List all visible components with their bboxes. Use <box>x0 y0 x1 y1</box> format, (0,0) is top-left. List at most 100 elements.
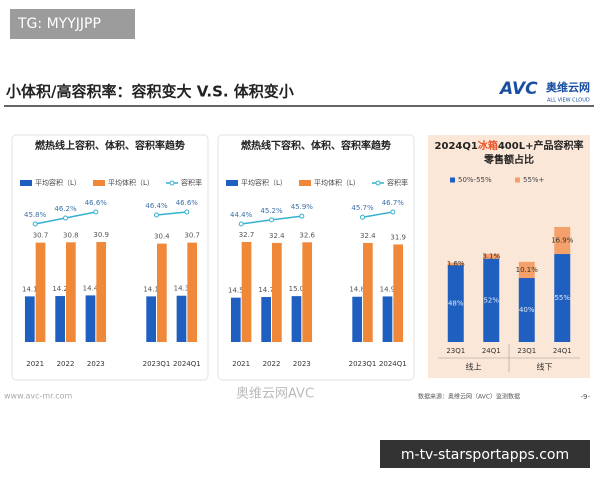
chart-title: 燃热线上容积、体积、容积率趋势 <box>35 139 185 152</box>
bar-segment <box>447 262 464 266</box>
x-tick-label: 2021 <box>232 360 250 368</box>
chart-title-part: 零售额占比 <box>483 153 534 166</box>
bar <box>302 242 313 342</box>
segment-label: 10.1% <box>516 266 539 274</box>
bar-segment <box>483 258 500 342</box>
bar <box>176 295 187 342</box>
bar-label: 14.3 <box>174 285 190 293</box>
banner: m-tv-starsportapps.com <box>401 447 569 463</box>
logo-cn: 奥维云网 <box>545 80 590 94</box>
rate-label: 45.9% <box>291 203 314 211</box>
bar <box>393 244 404 342</box>
rate-marker <box>32 221 38 227</box>
badge: TG: MYYJJPP <box>17 16 101 32</box>
x-tick-label: 2021 <box>26 360 44 368</box>
rate-label: 46.6% <box>85 199 108 207</box>
segment-label: 16.9% <box>551 237 574 245</box>
bar <box>55 296 65 342</box>
rate-marker <box>238 221 244 227</box>
bar <box>35 242 46 342</box>
legend-label: 平均体积（L） <box>314 178 360 187</box>
segment-label: 48% <box>448 300 464 308</box>
bar-label: 14.5 <box>228 287 244 295</box>
bar-label: 31.9 <box>390 233 406 241</box>
bar <box>157 243 167 342</box>
rate-marker <box>299 213 305 219</box>
bar-label: 14.7 <box>258 286 274 294</box>
rate-marker <box>93 209 99 215</box>
bar <box>291 296 302 342</box>
segment-label: 40% <box>519 306 535 314</box>
bar-segment <box>447 265 464 342</box>
rate-marker <box>390 209 396 215</box>
bar <box>187 242 198 342</box>
x-tick-label: 2022 <box>57 360 75 368</box>
segment-label: 3.1% <box>482 252 500 260</box>
bar <box>96 242 107 342</box>
footer-watermark: 奥维云网AVC <box>236 387 314 402</box>
bar <box>230 297 241 342</box>
bar-label: 32.4 <box>360 232 376 240</box>
bar-label: 32.7 <box>239 231 255 239</box>
rate-label: 46.4% <box>145 202 168 210</box>
segment-label: 55% <box>554 294 570 302</box>
bar <box>241 242 252 342</box>
bar <box>261 297 271 342</box>
bar <box>24 296 35 342</box>
rate-label: 45.2% <box>260 207 283 215</box>
chart-title-part: 2024Q1 <box>435 141 478 152</box>
x-tick-label: 2024Q1 <box>173 360 201 368</box>
bar-label: 32.6 <box>299 231 315 239</box>
segment-label: 52% <box>483 296 499 304</box>
x-tick-label: 24Q1 <box>553 347 572 355</box>
legend-swatch <box>450 177 455 183</box>
bar-label: 14.1 <box>22 285 38 293</box>
x-tick-label: 23Q1 <box>446 347 465 355</box>
x-tick-label: 2023 <box>87 360 105 368</box>
logo-sub: ALL VIEW CLOUD <box>547 98 590 104</box>
chart-title: 燃热线下容积、体积、容积率趋势 <box>241 139 391 152</box>
chart-title-part: 400L+产品容积率 <box>498 139 584 152</box>
group-label: 线下 <box>537 362 553 372</box>
bar-label: 14.4 <box>83 284 99 292</box>
footer-source: 数据来源：奥维云网（AVC）监测数据 <box>418 393 520 401</box>
bar-label: 14.8 <box>349 286 365 294</box>
bar-label: 30.4 <box>154 233 170 241</box>
legend-label: 平均容积（L） <box>241 178 287 187</box>
rate-label: 46.7% <box>382 199 405 207</box>
x-tick-label: 23Q1 <box>517 347 536 355</box>
chart-title: 2024Q1冰箱400L+产品容积率零售额占比 <box>435 139 584 166</box>
rate-label: 44.4% <box>230 211 253 219</box>
legend-swatch <box>515 177 520 183</box>
rate-marker <box>154 212 159 218</box>
rate-label: 45.8% <box>24 211 47 219</box>
bar-label: 14.1 <box>143 285 159 293</box>
bar-label: 14.2 <box>52 285 68 293</box>
page-number: -9- <box>580 393 590 401</box>
bar-segment <box>554 227 571 255</box>
bar <box>85 295 96 342</box>
bar-label: 30.8 <box>63 231 79 239</box>
legend-label: 平均容积（L） <box>35 178 81 187</box>
bar-label: 14.9 <box>380 285 396 293</box>
bar-label: 15.0 <box>289 285 305 293</box>
bar <box>363 242 373 342</box>
legend-label: 55%+ <box>523 176 545 184</box>
bar-segment <box>483 253 500 259</box>
bar-label: 30.7 <box>33 232 49 240</box>
legend-label: 容积率 <box>387 178 408 187</box>
bar <box>146 296 156 342</box>
x-tick-label: 2023Q1 <box>143 360 171 368</box>
rate-label: 46.6% <box>176 199 199 207</box>
x-tick-label: 24Q1 <box>482 347 501 355</box>
legend-label: 50%-55% <box>458 176 492 184</box>
legend-swatch <box>93 180 105 186</box>
bar-segment <box>518 261 535 279</box>
bar-segment <box>518 278 535 342</box>
slide-title: 小体积/高容积率：容积变大 V.S. 体积变小 <box>6 83 294 101</box>
legend-marker <box>375 180 381 186</box>
bar <box>272 242 282 342</box>
bar <box>382 296 393 342</box>
legend-swatch <box>299 180 311 186</box>
